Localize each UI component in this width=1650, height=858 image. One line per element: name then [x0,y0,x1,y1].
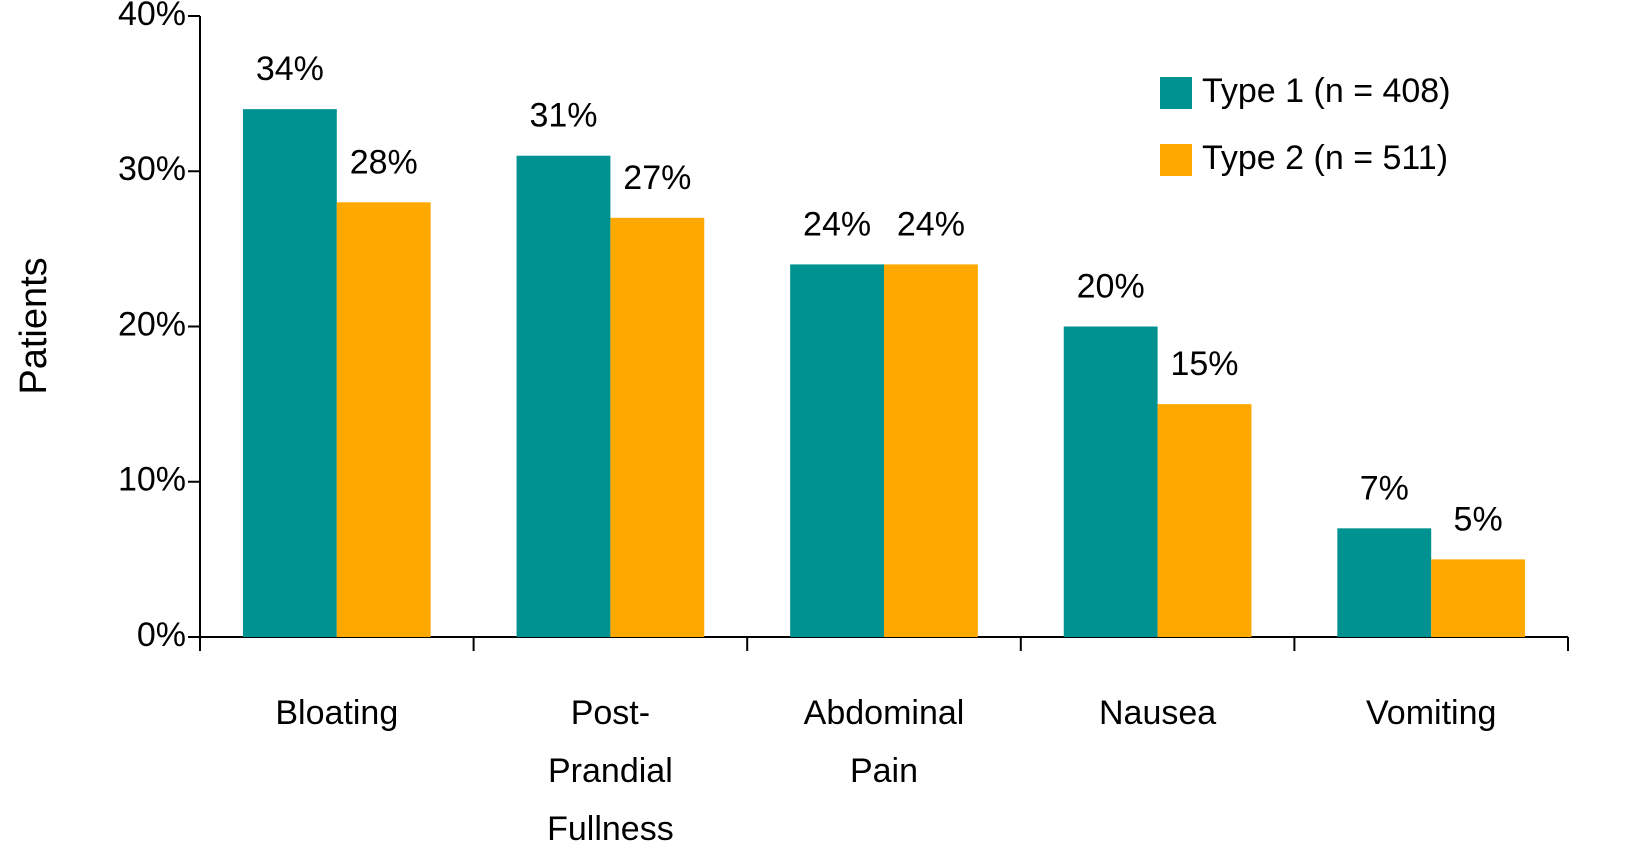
value-label: 28% [350,143,418,181]
x-tick-label: Post-Prandial Fullness [547,694,674,848]
y-tick-label: 0% [137,616,186,654]
value-label: 24% [897,205,965,243]
x-tick-label: Vomiting [1365,694,1497,732]
x-tick-label: Abdominal Pain [803,694,965,790]
bar [1157,404,1252,637]
legend-swatch [1160,144,1192,176]
legend-label: Type 1 (n = 408) [1202,72,1451,110]
bar [1337,528,1432,637]
chart: Patients 0% 10% 20% 30% 40% 34% 28% 31% 27% 24% 24… [13,0,1569,654]
y-tick-label: 30% [118,150,186,188]
value-label: 27% [623,159,691,197]
legend-swatch [1160,77,1192,109]
value-label: 7% [1360,469,1409,507]
chart-container: Patients 0% 10% 20% 30% 40% 34% 28% 31% 27% 24% 24… [13,0,1569,848]
y-tick-label: 10% [118,461,186,499]
y-tick-label: 40% [118,0,186,33]
value-label: 34% [256,50,324,88]
value-label: 5% [1454,500,1503,538]
bar [516,155,611,637]
bar [884,264,978,637]
x-tick-label: Nausea [1098,694,1217,732]
bar [242,109,337,637]
value-label: 24% [803,205,871,243]
bar [336,202,431,638]
value-label: 31% [529,97,597,135]
x-tick-label: Bloating [275,694,399,732]
y-axis-label: Patients [13,257,55,394]
bar [1431,559,1526,637]
bar [1063,326,1158,637]
legend-label: Type 2 (n = 511) [1202,139,1448,177]
value-label: 15% [1170,345,1238,383]
bar [610,217,705,637]
value-label: 20% [1077,267,1145,305]
bar [790,264,884,637]
y-tick-label: 20% [118,305,186,343]
